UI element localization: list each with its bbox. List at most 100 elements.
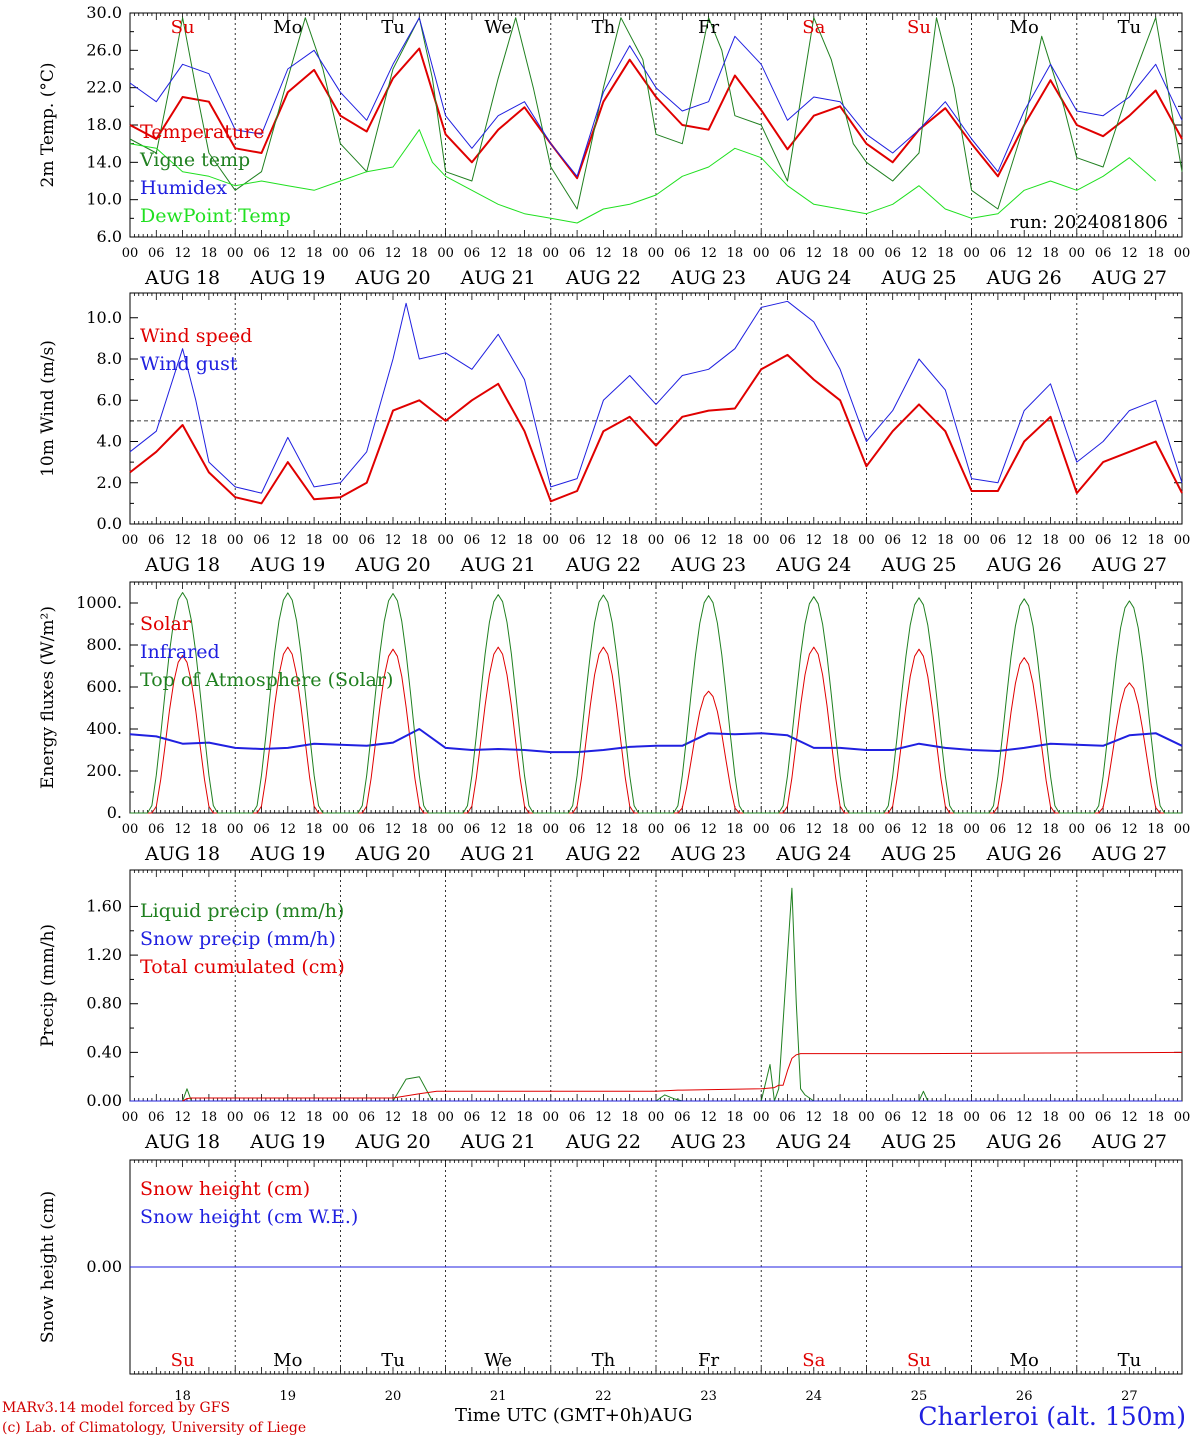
y-tick-label: 0.0 [97, 514, 122, 533]
hour-label: 12 [1016, 533, 1033, 548]
day-label: AUG 27 [1091, 267, 1167, 289]
hour-label: 06 [358, 822, 375, 837]
hour-label: 00 [122, 533, 139, 548]
hour-label: 12 [385, 822, 402, 837]
hour-label: 18 [832, 246, 849, 261]
day-label: AUG 19 [249, 843, 325, 865]
day-label: AUG 25 [880, 1131, 956, 1153]
hour-label: 00 [332, 1110, 349, 1125]
hour-label: 06 [990, 246, 1007, 261]
weekday-label: Sa [802, 1350, 825, 1371]
hour-label: 12 [911, 246, 928, 261]
legend-entry: Temperature [140, 121, 264, 143]
hour-label: 00 [648, 533, 665, 548]
y-axis-title: Precip (mm/h) [38, 924, 58, 1047]
hour-label: 00 [1069, 1110, 1086, 1125]
day-label: AUG 22 [565, 267, 641, 289]
hour-label: 18 [1147, 1110, 1164, 1125]
day-label: AUG 21 [460, 1131, 536, 1153]
day-label: AUG 18 [144, 1131, 220, 1153]
hour-label: 06 [358, 1110, 375, 1125]
hour-label: 12 [385, 533, 402, 548]
hour-label: 00 [963, 533, 980, 548]
time-axis-label: Time UTC (GMT+0h)AUG [455, 1405, 692, 1426]
hour-label: 06 [990, 533, 1007, 548]
hour-label: 00 [543, 533, 560, 548]
y-tick-label: 0.00 [86, 1091, 122, 1110]
hour-label: 18 [201, 533, 218, 548]
hour-label: 06 [464, 1110, 481, 1125]
hour-label: 00 [648, 246, 665, 261]
y-tick-label: 2.0 [97, 473, 122, 492]
day-label: AUG 22 [565, 554, 641, 576]
day-label: AUG 21 [460, 554, 536, 576]
y-tick-label: 6.0 [97, 227, 122, 246]
day-label: AUG 18 [144, 554, 220, 576]
y-tick-label: 10.0 [86, 190, 122, 209]
day-label: AUG 19 [249, 1131, 325, 1153]
hour-label: 18 [306, 822, 323, 837]
hour-label: 00 [1174, 246, 1191, 261]
hour-label: 18 [411, 246, 428, 261]
series-line-vigne-temp [129, 17, 1183, 210]
hour-label: 00 [227, 246, 244, 261]
hour-label: 00 [963, 1110, 980, 1125]
day-label: AUG 24 [775, 267, 851, 289]
weekday-label: Fr [698, 1350, 719, 1371]
hour-label: 00 [753, 533, 770, 548]
hour-label: 00 [858, 1110, 875, 1125]
day-label: AUG 27 [1091, 1131, 1167, 1153]
hour-label: 18 [306, 1110, 323, 1125]
hour-label: 12 [280, 533, 297, 548]
hour-label: 00 [332, 533, 349, 548]
hour-label: 00 [753, 1110, 770, 1125]
weekday-label: We [484, 17, 512, 38]
hour-label: 06 [569, 533, 586, 548]
hour-label: 00 [437, 1110, 454, 1125]
hour-label: 12 [174, 822, 191, 837]
hour-label: 06 [253, 1110, 270, 1125]
hour-label: 06 [253, 533, 270, 548]
hour-label: 12 [174, 1110, 191, 1125]
hour-label: 18 [1042, 533, 1059, 548]
panel-5: 0.00 Snow height (cm) Snow height (cm) Snow… [38, 1159, 1183, 1404]
hour-label: 12 [174, 533, 191, 548]
weekday-label: Tu [381, 1350, 405, 1371]
hour-label: 12 [1016, 822, 1033, 837]
hour-label: 18 [937, 1110, 954, 1125]
day-label: AUG 27 [1091, 554, 1167, 576]
hour-label: 12 [806, 533, 823, 548]
hour-label: 06 [674, 1110, 691, 1125]
day-label: AUG 25 [880, 267, 956, 289]
y-tick-label: 400. [86, 719, 122, 738]
hour-label: 06 [569, 1110, 586, 1125]
day-number-label: 22 [595, 1389, 612, 1404]
hour-label: 00 [1174, 1110, 1191, 1125]
weekday-label: We [484, 1350, 512, 1371]
hour-label: 00 [227, 822, 244, 837]
hour-label: 12 [490, 246, 507, 261]
hour-label: 00 [332, 246, 349, 261]
hour-label: 06 [1095, 246, 1112, 261]
y-tick-label: 0.80 [86, 994, 122, 1013]
y-tick-label: 14.0 [86, 152, 122, 171]
hour-label: 06 [674, 822, 691, 837]
hour-label: 00 [1069, 533, 1086, 548]
y-tick-label: 1000. [76, 593, 122, 612]
hour-label: 12 [806, 822, 823, 837]
panel-3: 0. 200. 400. 600. 800. 1000. Energy fluxes (W/… [38, 581, 1191, 865]
hour-label: 18 [727, 1110, 744, 1125]
y-tick-label: 0.00 [86, 1257, 122, 1276]
hour-label: 12 [1121, 822, 1138, 837]
hour-label: 06 [464, 246, 481, 261]
hour-label: 06 [884, 246, 901, 261]
hour-label: 12 [595, 1110, 612, 1125]
hour-label: 00 [437, 246, 454, 261]
hour-label: 00 [1174, 822, 1191, 837]
day-label: AUG 22 [565, 843, 641, 865]
day-label: AUG 24 [775, 554, 851, 576]
y-tick-label: 4.0 [97, 432, 122, 451]
hour-label: 18 [516, 1110, 533, 1125]
hour-label: 12 [911, 1110, 928, 1125]
hour-label: 12 [595, 822, 612, 837]
